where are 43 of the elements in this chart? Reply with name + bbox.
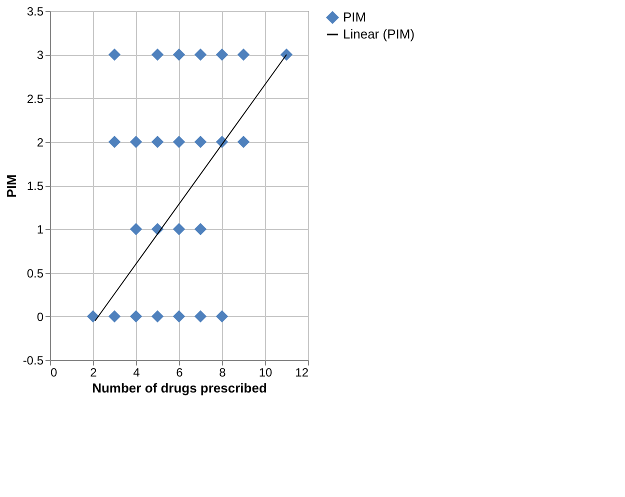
y-tick-label: 2.5	[26, 92, 44, 106]
x-axis-title: Number of drugs prescribed	[92, 380, 267, 396]
point	[237, 48, 250, 61]
point	[151, 310, 164, 322]
x-tick-label: 12	[295, 366, 309, 380]
y-tick-label: 2	[36, 135, 44, 150]
point	[130, 223, 142, 236]
point	[151, 136, 164, 148]
point	[194, 223, 207, 236]
x-tick-label: 10	[258, 366, 272, 380]
y-tick-label: 0	[36, 310, 44, 324]
y-tick-label: 0.5	[26, 266, 44, 280]
point	[194, 310, 207, 322]
point	[172, 48, 186, 61]
point	[130, 310, 142, 322]
y-tick-label: 3.5	[26, 4, 44, 18]
point	[216, 48, 228, 61]
y-tick-label: 3	[36, 48, 44, 62]
point	[194, 136, 207, 148]
point	[237, 136, 250, 148]
y-tick-label: 1	[36, 222, 44, 237]
legend-label: Linear (PIM)	[343, 26, 415, 42]
point	[108, 310, 121, 322]
point	[151, 48, 164, 61]
y-axis-title: PIM	[4, 174, 19, 198]
point	[108, 48, 121, 61]
point	[172, 223, 186, 236]
x-tick-label: 4	[133, 366, 140, 380]
x-tick-label: 8	[219, 366, 226, 380]
y-tick-label: -0.5	[22, 354, 44, 368]
point	[216, 310, 228, 322]
x-tick-label: 2	[90, 366, 98, 380]
x-tick-label: 0	[50, 366, 58, 380]
point	[194, 48, 207, 61]
point	[130, 136, 142, 148]
point	[86, 310, 100, 322]
x-tick-label: 6	[176, 366, 184, 380]
point	[172, 136, 186, 148]
point	[172, 310, 186, 322]
point	[280, 48, 293, 61]
point	[108, 136, 121, 148]
legend-label: PIM	[343, 10, 366, 24]
y-tick-label: 1.5	[26, 179, 44, 193]
